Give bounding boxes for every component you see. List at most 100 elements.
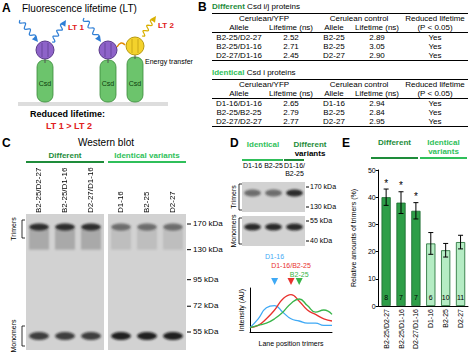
- html-text:Different: Different: [48, 151, 82, 160]
- html-text:Cerulean/YFP: Cerulean/YFP: [238, 80, 290, 89]
- svg-text:A: A: [2, 1, 11, 15]
- svg-text:B2-25: B2-25: [442, 309, 449, 328]
- svg-text:10: 10: [442, 294, 450, 301]
- svg-text:LT 2: LT 2: [158, 21, 174, 30]
- html-text:D1-16: D1-16: [323, 99, 345, 108]
- svg-text:6: 6: [429, 294, 433, 301]
- html-text:2.84: 2.84: [369, 108, 385, 117]
- html-text:Reduced lifetime (P < 0.05): Reduced lifetime (P < 0.05): [405, 80, 465, 98]
- svg-text:B2-25: B2-25: [290, 271, 309, 278]
- html-text:Allele: Allele: [229, 89, 249, 98]
- html-text:Lifetime (ns): Lifetime (ns): [269, 23, 313, 32]
- svg-text:LT 1 > LT 2: LT 1 > LT 2: [46, 121, 92, 131]
- html-text:Identical Csd i proteins: Identical Csd i proteins: [212, 68, 296, 77]
- svg-text:Intensity (AU): Intensity (AU): [238, 289, 246, 331]
- svg-text:Monomers: Monomers: [10, 319, 17, 353]
- svg-text:Reduced lifetime:: Reduced lifetime:: [30, 109, 105, 119]
- svg-text:30: 30: [368, 221, 376, 228]
- html-text:Lifetime (ns): Lifetime (ns): [355, 23, 399, 32]
- svg-text:Csd: Csd: [129, 80, 142, 87]
- html-text:2.77: 2.77: [283, 117, 299, 126]
- html-text:Allele: Allele: [229, 23, 249, 32]
- html-text:B2-25: B2-25: [323, 42, 345, 51]
- svg-text:0: 0: [372, 303, 376, 310]
- html-text:Different Csd i/j proteins: Different Csd i/j proteins: [212, 2, 300, 11]
- html-text:D2-27/D2-27: D2-27/D2-27: [216, 117, 262, 126]
- svg-text:D1-16: D1-16: [427, 309, 434, 328]
- html-text:D2-27: D2-27: [323, 117, 345, 126]
- svg-text:*: *: [414, 191, 418, 202]
- html-text:2.90: 2.90: [369, 51, 385, 60]
- html-text:Cerulean control: Cerulean control: [329, 80, 389, 89]
- html-text:130 kDa: 130 kDa: [193, 244, 223, 254]
- html-text:Cerulean control: Cerulean control: [329, 14, 389, 23]
- html-text:Reduced lifetime (P < 0.05): Reduced lifetime (P < 0.05): [405, 14, 465, 32]
- html-text:Lifetime (ns): Lifetime (ns): [355, 89, 399, 98]
- html-text:B2-25/D2-27: B2-25/D2-27: [216, 33, 262, 42]
- html-text:2.71: 2.71: [283, 42, 299, 51]
- svg-text:*: *: [384, 178, 388, 189]
- html-text:Yes: Yes: [428, 108, 442, 117]
- html-text:Yes: Yes: [428, 42, 442, 51]
- html-text:Yes: Yes: [428, 33, 442, 42]
- svg-text:11: 11: [457, 294, 464, 301]
- svg-text:Lane position trimers: Lane position trimers: [259, 340, 324, 348]
- html-text:2.95: 2.95: [369, 117, 385, 126]
- html-text:B2-25/D2-27: B2-25/D2-27: [34, 167, 43, 213]
- html-text:Cerulean/YFP: Cerulean/YFP: [238, 14, 290, 23]
- svg-text:40: 40: [368, 194, 376, 201]
- svg-text:D1-16/B2-25: D1-16/B2-25: [271, 262, 311, 269]
- html-text:D2-27/D1-16: D2-27/D1-16: [216, 51, 262, 60]
- svg-text:8: 8: [384, 294, 388, 301]
- html-text:D2-27/D1-16: D2-27/D1-16: [86, 167, 95, 213]
- html-text:B2-25: B2-25: [323, 33, 345, 42]
- html-text:2.65: 2.65: [283, 99, 299, 108]
- svg-text:50: 50: [368, 167, 376, 174]
- html-text:Allele: Allele: [324, 23, 344, 32]
- svg-text:Csd: Csd: [39, 80, 52, 87]
- html-text:Yes: Yes: [428, 117, 442, 126]
- html-text:Yes: Yes: [428, 99, 442, 108]
- html-text:95 kDa: 95 kDa: [193, 274, 219, 284]
- html-text:2.89: 2.89: [369, 33, 385, 42]
- html-text:C: C: [2, 136, 11, 150]
- html-text:Western blot: Western blot: [78, 137, 134, 148]
- svg-text:Trimers: Trimers: [10, 217, 17, 241]
- svg-text:Trimers: Trimers: [230, 185, 237, 209]
- html-text:Lifetime (ns): Lifetime (ns): [269, 89, 313, 98]
- html-text:B2-25/D1-16: B2-25/D1-16: [216, 42, 262, 51]
- svg-text:Monomers: Monomers: [230, 214, 237, 248]
- svg-text:D1-16: D1-16: [265, 253, 284, 260]
- svg-text:7: 7: [399, 294, 403, 301]
- svg-text:10: 10: [368, 275, 376, 282]
- html-text:2.94: 2.94: [369, 99, 385, 108]
- svg-text:LT 1: LT 1: [68, 23, 84, 32]
- html-text:72 kDa: 72 kDa: [193, 301, 219, 311]
- html-text:B2-25/D1-16: B2-25/D1-16: [60, 167, 69, 213]
- svg-text:7: 7: [414, 294, 418, 301]
- svg-text:B2-25/D1-16: B2-25/D1-16: [398, 309, 405, 349]
- html-text:D1-16: D1-16: [116, 191, 125, 213]
- html-text:B2-25/B2-25: B2-25/B2-25: [216, 108, 262, 117]
- html-text:D1-16/D1-16: D1-16/D1-16: [216, 99, 262, 108]
- html-text:2.45: 2.45: [283, 51, 299, 60]
- html-text:D2-27: D2-27: [323, 51, 345, 60]
- svg-text:D2-27: D2-27: [457, 309, 464, 328]
- html-text:Allele: Allele: [324, 89, 344, 98]
- svg-text:Energy transfer: Energy transfer: [145, 58, 194, 66]
- html-text:Identical variants: Identical variants: [427, 138, 460, 156]
- html-text:2.52: 2.52: [283, 33, 299, 42]
- html-text:Identical variants: Identical variants: [114, 151, 180, 160]
- svg-text:*: *: [399, 180, 403, 191]
- html-text:3.05: 3.05: [369, 42, 385, 51]
- svg-text:20: 20: [368, 248, 376, 255]
- svg-text:Relative amounts of trimers (%: Relative amounts of trimers (%): [350, 189, 358, 287]
- svg-text:Csd: Csd: [102, 80, 115, 87]
- html-text:Yes: Yes: [428, 51, 442, 60]
- svg-text:D2-27/D1-16: D2-27/D1-16: [412, 309, 419, 349]
- svg-text:Fluorescence lifetime (LT): Fluorescence lifetime (LT): [22, 3, 137, 14]
- svg-text:B2-25/D2-27: B2-25/D2-27: [383, 309, 390, 349]
- html-text:B: B: [198, 0, 207, 14]
- html-text:2.79: 2.79: [283, 108, 299, 117]
- html-text:B2-25: B2-25: [323, 108, 345, 117]
